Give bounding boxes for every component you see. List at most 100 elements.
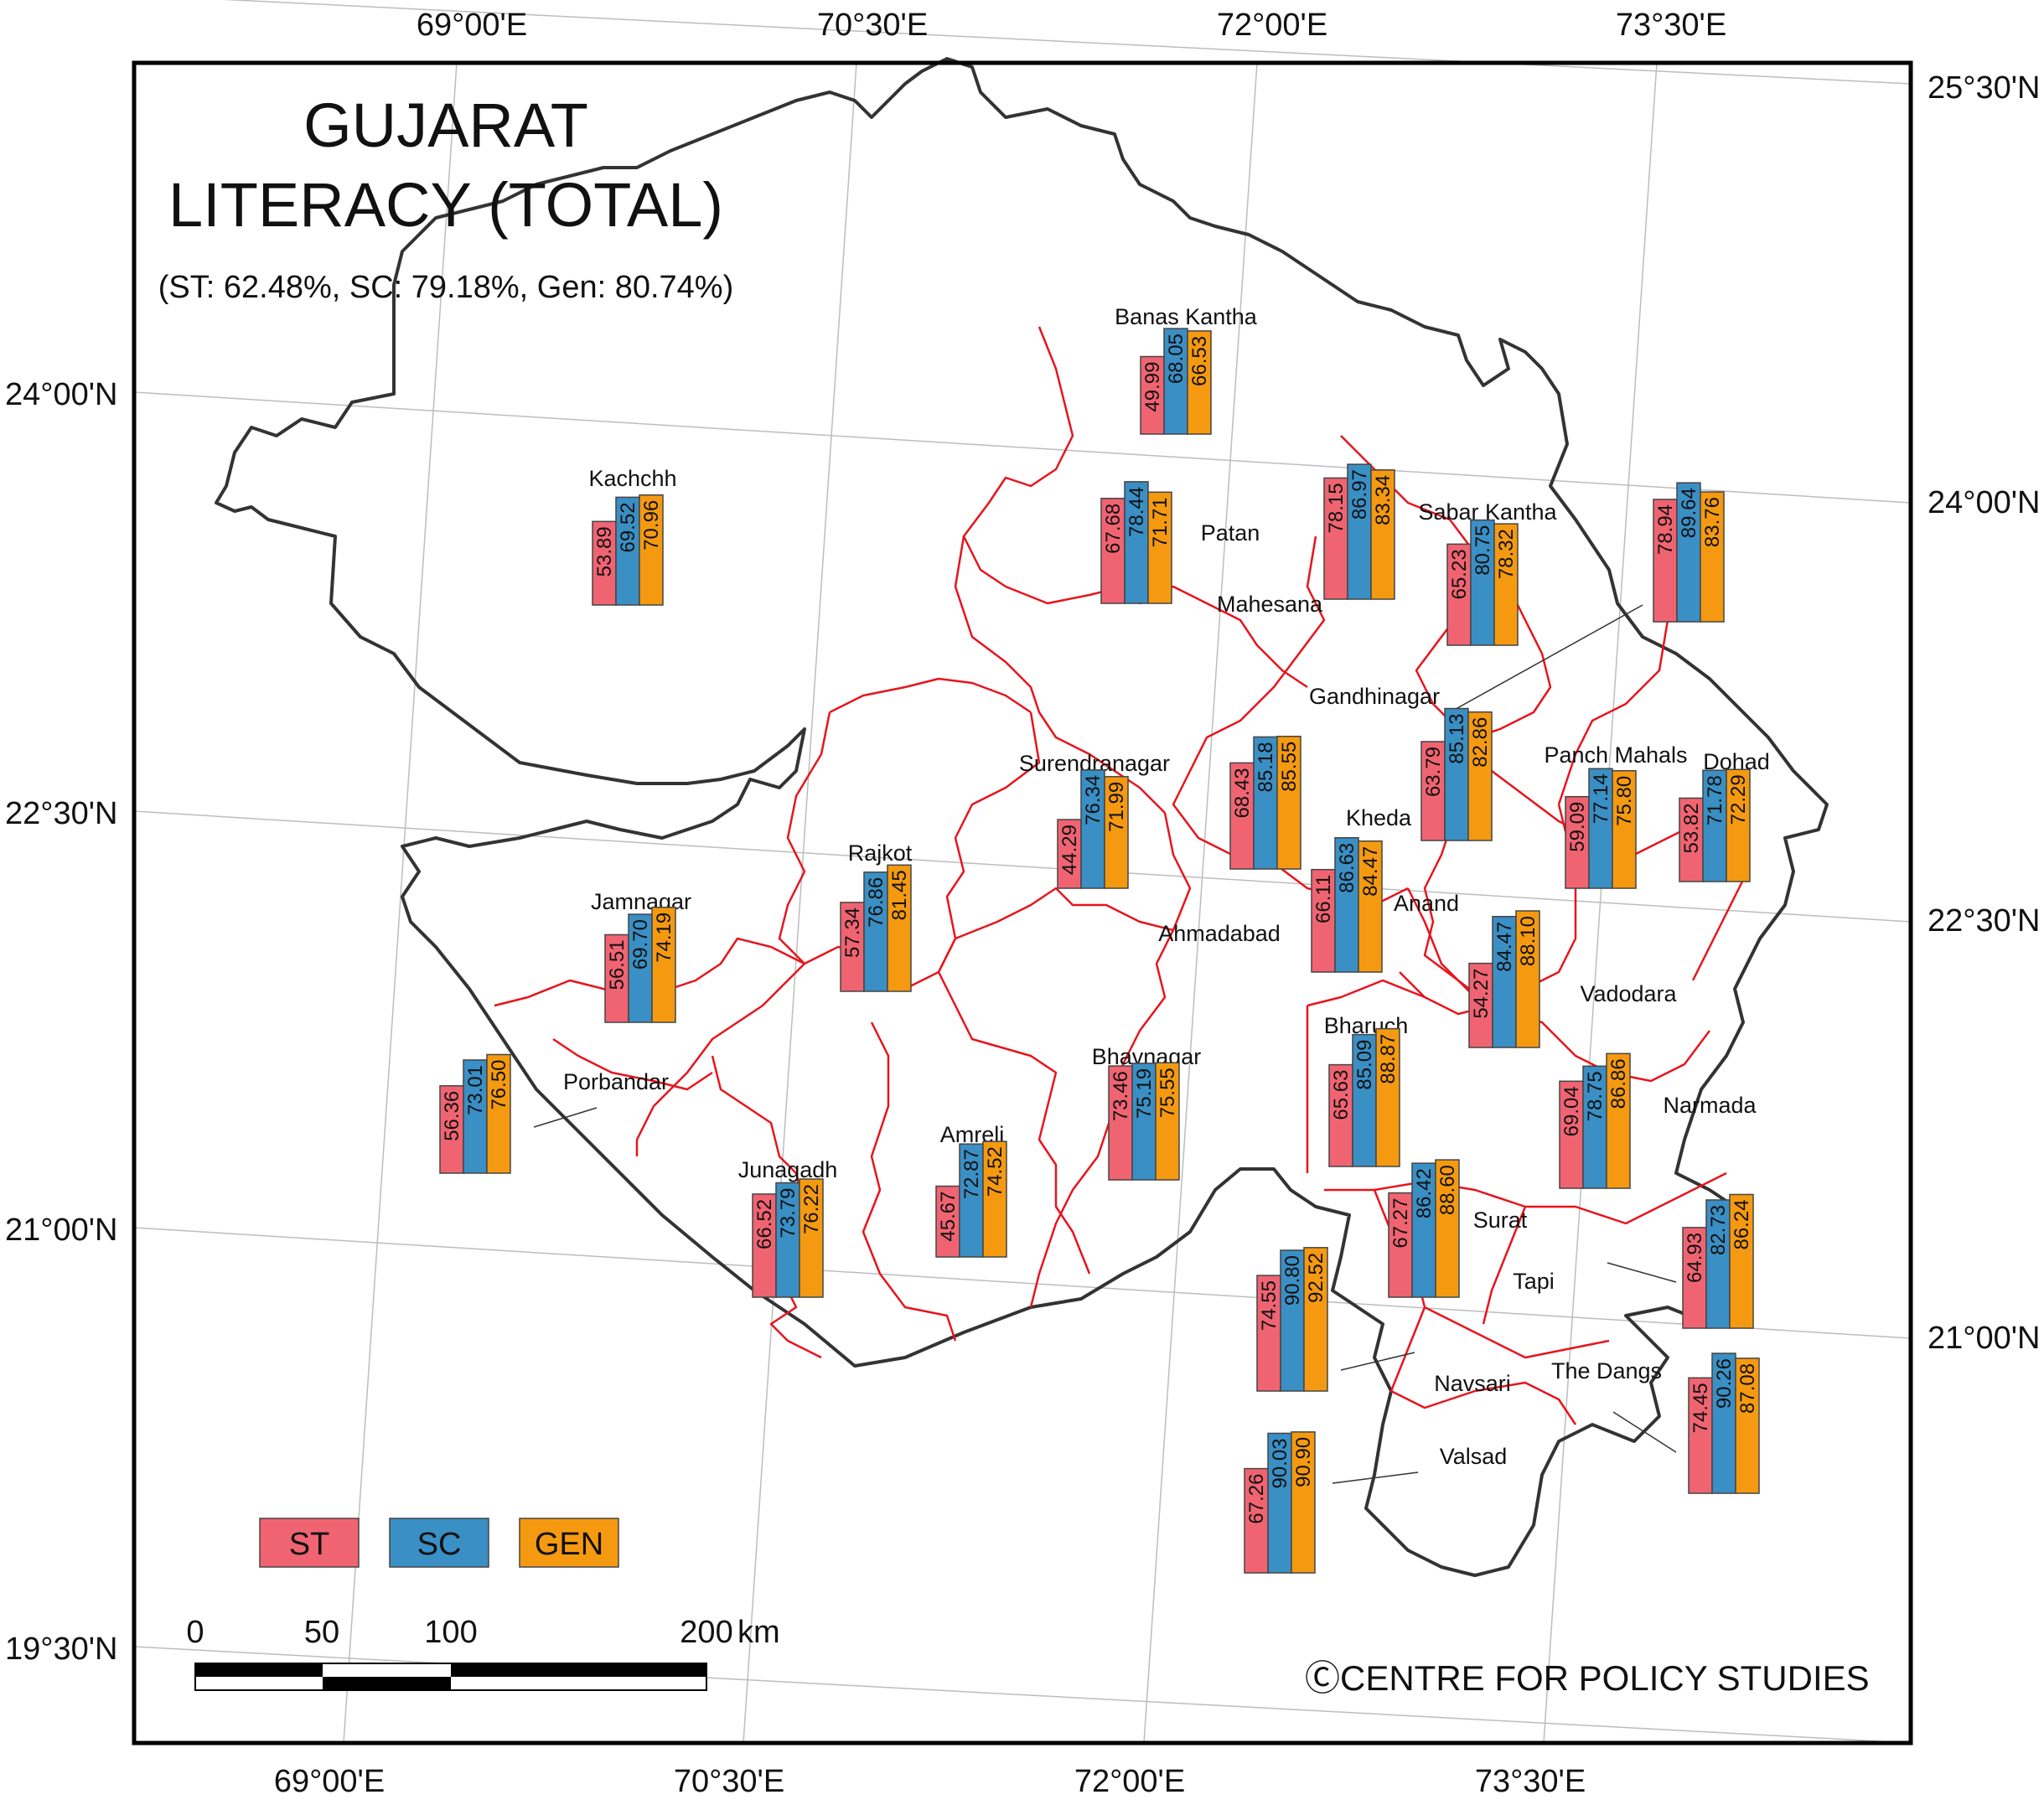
bar-gen-navsari <box>1303 1247 1328 1392</box>
bar-value-st-anand: 66.11 <box>1312 875 1335 923</box>
bar-gen-jamnagar <box>651 906 676 1023</box>
bar-sc-porbandar <box>463 1059 488 1174</box>
bar-value-st-bhavnagar: 73.46 <box>1110 1071 1132 1121</box>
legend-gen-swatch <box>519 1518 619 1568</box>
graticule-label-top-0: 69°00'E <box>417 8 527 43</box>
map-title-line1: GUJARAT <box>303 91 588 160</box>
bar-value-gen-panch-mahals: 75.80 <box>1613 776 1636 826</box>
district-gandhinagar: Gandhinagar 78.94 89.64 83.76 <box>1309 482 1725 709</box>
scale-label-0: 0 <box>186 1615 204 1650</box>
bar-sc-anand <box>1334 836 1359 973</box>
legend: ST SC GEN <box>259 1518 619 1568</box>
bar-value-st-gandhinagar: 78.94 <box>1654 504 1677 555</box>
graticule-label-bottom-3: 73°30'E <box>1475 1764 1586 1799</box>
bar-sc-dohad <box>1702 769 1727 882</box>
bar-value-sc-panch-mahals: 77.14 <box>1590 773 1612 824</box>
bar-value-st-vadodara: 54.27 <box>1470 969 1493 1019</box>
bar-value-gen-navsari: 92.52 <box>1305 1253 1327 1303</box>
bar-value-st-valsad: 67.26 <box>1245 1474 1268 1524</box>
bar-gen-valsad <box>1291 1431 1316 1574</box>
bar-sc-kheda <box>1444 707 1469 841</box>
bar-gen-mahesana <box>1370 469 1395 600</box>
bar-value-gen-bhavnagar: 75.55 <box>1157 1068 1179 1118</box>
district-jamnagar: Jamnagar 56.51 69.70 74.19 <box>591 889 691 1023</box>
bar-value-gen-banas-kantha: 66.53 <box>1188 336 1211 386</box>
district-mahesana: Mahesana 78.15 86.97 83.34 <box>1217 463 1395 617</box>
bar-gen-patan <box>1147 491 1172 604</box>
bar-st-valsad <box>1244 1467 1269 1574</box>
bar-value-gen-amreli: 74.52 <box>984 1146 1006 1197</box>
bar-value-gen-kachchh: 70.96 <box>640 500 663 551</box>
bar-value-st-kheda: 63.79 <box>1422 747 1445 797</box>
bar-gen-vadodara <box>1515 910 1540 1048</box>
bar-value-sc-tapi: 82.73 <box>1707 1205 1730 1255</box>
bar-st-patan <box>1100 498 1125 604</box>
district-label-valsad: Valsad <box>1440 1444 1508 1469</box>
legend-sc-swatch <box>389 1518 489 1568</box>
district-label-jamnagar: Jamnagar <box>591 889 691 914</box>
bar-st-porbandar <box>439 1084 464 1174</box>
bar-sc-valsad <box>1267 1432 1292 1574</box>
bar-value-sc-valsad: 90.03 <box>1269 1438 1291 1488</box>
bar-value-sc-sabar-kantha: 80.75 <box>1472 525 1494 576</box>
district-label-kachchh: Kachchh <box>588 466 676 491</box>
bar-sc-tapi <box>1705 1199 1731 1329</box>
bar-value-gen-ahmadabad: 85.55 <box>1278 742 1301 792</box>
bar-gen-tapi <box>1729 1193 1754 1329</box>
district-label-mahesana: Mahesana <box>1217 592 1323 617</box>
bar-value-gen-dohad: 72.29 <box>1727 774 1750 825</box>
bar-value-st-patan: 67.68 <box>1102 504 1125 554</box>
bar-value-gen-surendranagar: 71.99 <box>1105 782 1128 832</box>
bar-value-sc-mahesana: 86.97 <box>1348 469 1371 520</box>
bar-value-sc-dohad: 71.78 <box>1704 775 1726 825</box>
bar-value-sc-porbandar: 73.01 <box>464 1065 487 1115</box>
bar-gen-anand <box>1358 840 1383 973</box>
bar-value-gen-surat: 88.60 <box>1436 1165 1459 1215</box>
bar-gen-sabar-kantha <box>1493 523 1519 646</box>
bar-gen-kheda <box>1467 711 1493 841</box>
district-the-dangs: The Dangs 74.45 90.26 87.08 <box>1551 1352 1760 1494</box>
bar-sc-panch-mahals <box>1588 768 1613 889</box>
bar-sc-navsari <box>1280 1249 1305 1392</box>
bar-value-st-sabar-kantha: 65.23 <box>1448 549 1471 599</box>
bar-value-st-ahmadabad: 68.43 <box>1231 768 1254 818</box>
graticule-label-bottom-2: 72°00'E <box>1074 1764 1185 1799</box>
bar-value-st-narmada: 69.04 <box>1560 1086 1583 1136</box>
bar-value-gen-bharuch: 88.87 <box>1377 1034 1400 1084</box>
district-junagadh: Junagadh 66.52 73.79 76.22 <box>738 1157 837 1298</box>
bar-value-gen-junagadh: 76.22 <box>800 1184 823 1234</box>
bar-value-st-mahesana: 78.15 <box>1325 483 1348 533</box>
bar-value-gen-rajkot: 81.45 <box>888 870 911 920</box>
bar-st-sabar-kantha <box>1446 543 1472 646</box>
district-label-vadodara: Vadodara <box>1580 981 1677 1006</box>
bar-sc-surendranagar <box>1080 769 1105 889</box>
bar-value-gen-mahesana: 83.34 <box>1372 475 1395 525</box>
bar-value-st-surat: 67.27 <box>1389 1198 1412 1249</box>
bar-value-st-rajkot: 57.34 <box>841 908 864 958</box>
bar-gen-panch-mahals <box>1612 770 1637 889</box>
bar-sc-banas-kantha <box>1163 328 1188 435</box>
bar-st-ahmadabad <box>1229 762 1255 870</box>
graticule-label-bottom-1: 70°30'E <box>674 1764 784 1799</box>
bar-value-st-dohad: 53.82 <box>1680 803 1703 853</box>
district-label-banas-kantha: Banas Kantha <box>1115 304 1258 329</box>
bar-st-anand <box>1311 868 1336 973</box>
district-label-the-dangs: The Dangs <box>1551 1358 1662 1383</box>
bar-st-tapi <box>1682 1227 1707 1329</box>
bar-value-sc-gandhinagar: 89.64 <box>1678 488 1700 538</box>
bar-value-sc-jamnagar: 69.70 <box>629 919 652 970</box>
bar-value-gen-tapi: 86.24 <box>1731 1199 1753 1249</box>
bar-gen-porbandar <box>486 1053 511 1174</box>
bar-value-gen-gandhinagar: 83.76 <box>1701 497 1724 547</box>
